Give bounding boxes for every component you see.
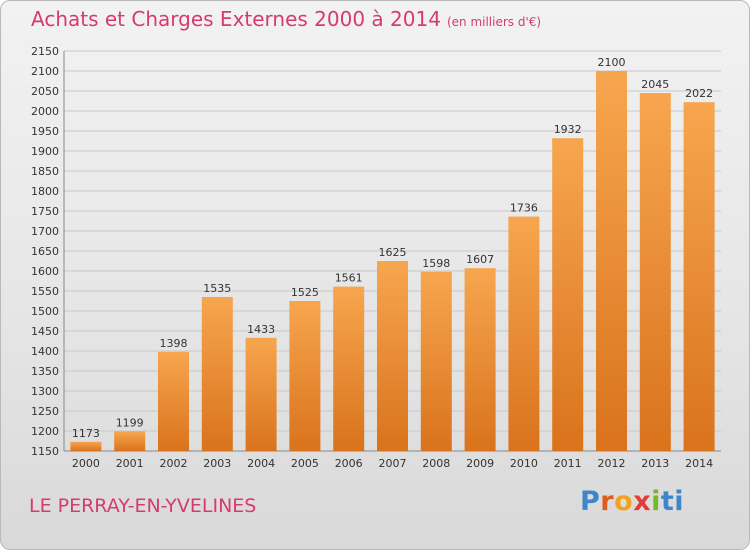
bar-2007	[377, 261, 408, 451]
y-tick-label: 1900	[31, 145, 59, 158]
x-tick-label-2002: 2002	[160, 457, 188, 470]
data-label-2014: 2022	[685, 87, 713, 100]
bar-2013	[639, 93, 671, 451]
logo-letter: ti	[660, 486, 685, 517]
data-label-2002: 1398	[160, 337, 188, 350]
data-label-2004: 1433	[247, 323, 275, 336]
bar-2010	[508, 216, 540, 451]
data-labels: 1173 1199 1398 1535 1433 1525 1561 1625 1598 1607…	[72, 56, 713, 440]
commune-name: LE PERRAY-EN-YVELINES	[29, 495, 257, 517]
y-tick-label: 1350	[31, 365, 59, 378]
x-tick-label-2004: 2004	[247, 457, 275, 470]
y-tick-label: 1400	[31, 345, 59, 358]
data-label-2007: 1625	[379, 246, 407, 259]
bar-2009	[464, 268, 496, 451]
bar-2011	[552, 138, 584, 451]
title-text: Achats et Charges Externes 2000 à 2014	[31, 7, 441, 31]
data-label-2013: 2045	[641, 78, 669, 91]
x-tick-label-2013: 2013	[641, 457, 669, 470]
x-tick-label-2006: 2006	[335, 457, 363, 470]
bar-2003	[201, 297, 233, 451]
y-tick-label: 1650	[31, 245, 59, 258]
y-tick-label: 1600	[31, 265, 59, 278]
bar-2014	[683, 102, 715, 451]
bar-2000	[70, 441, 102, 451]
data-label-2003: 1535	[203, 282, 231, 295]
x-tick-label-2008: 2008	[422, 457, 450, 470]
y-tick-label: 2100	[31, 65, 59, 78]
bar-2008	[420, 271, 452, 451]
y-tick-label: 1550	[31, 285, 59, 298]
x-tick-label-2007: 2007	[379, 457, 407, 470]
data-label-2006: 1561	[335, 272, 363, 285]
x-tick-label-2001: 2001	[116, 457, 144, 470]
y-tick-label: 1300	[31, 385, 59, 398]
x-tick-label-2011: 2011	[554, 457, 582, 470]
bar-2002	[158, 351, 189, 451]
data-label-2005: 1525	[291, 286, 319, 299]
y-tick-label: 1750	[31, 205, 59, 218]
y-tick-label: 1700	[31, 225, 59, 238]
data-label-2011: 1932	[554, 123, 582, 136]
x-tick-label-2003: 2003	[203, 457, 231, 470]
axes: 1150 1200 1250 1300 1350 1400 1450 1500 1550 1600…	[31, 45, 721, 470]
data-label-2012: 2100	[598, 56, 626, 69]
bar-2012	[596, 71, 627, 451]
logo-letter: r	[600, 486, 615, 517]
y-tick-label: 1950	[31, 125, 59, 138]
y-tick-label: 2050	[31, 85, 59, 98]
proxiti-logo: Proxiti	[580, 486, 684, 517]
bar-2004	[245, 337, 277, 451]
data-label-2008: 1598	[422, 257, 450, 270]
bars	[70, 71, 715, 451]
data-label-2000: 1173	[72, 427, 100, 440]
y-tick-label: 1200	[31, 425, 59, 438]
bar-2001	[114, 431, 146, 451]
y-tick-label: 1150	[31, 445, 59, 458]
y-tick-label: 1500	[31, 305, 59, 318]
x-tick-label-2000: 2000	[72, 457, 100, 470]
y-tick-label: 1800	[31, 185, 59, 198]
data-label-2001: 1199	[116, 416, 144, 429]
y-tick-label: 1850	[31, 165, 59, 178]
y-tick-label: 1250	[31, 405, 59, 418]
data-label-2010: 1736	[510, 202, 538, 215]
logo-letter: x	[633, 486, 652, 517]
x-tick-label-2009: 2009	[466, 457, 494, 470]
y-tick-label: 2150	[31, 45, 59, 58]
logo-letter: P	[580, 486, 601, 517]
data-label-2009: 1607	[466, 253, 494, 266]
bar-2006	[333, 286, 365, 451]
x-tick-label-2012: 2012	[598, 457, 626, 470]
y-tick-label: 2000	[31, 105, 59, 118]
logo-letter: o	[614, 486, 634, 517]
bar-2005	[289, 301, 321, 451]
y-tick-label: 1450	[31, 325, 59, 338]
logo-letter: i	[651, 486, 661, 517]
x-tick-label-2010: 2010	[510, 457, 538, 470]
x-tick-label-2014: 2014	[685, 457, 713, 470]
unit-note: (en milliers d'€)	[446, 15, 542, 29]
chart-title: Achats et Charges Externes 2000 à 2014 (e…	[31, 7, 541, 31]
x-tick-label-2005: 2005	[291, 457, 319, 470]
